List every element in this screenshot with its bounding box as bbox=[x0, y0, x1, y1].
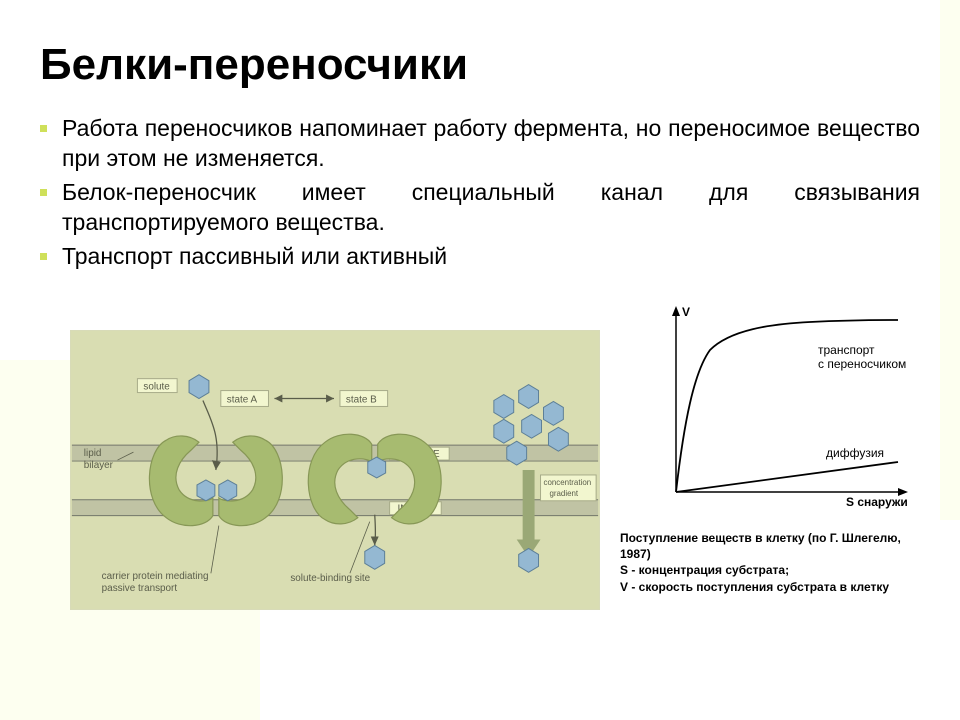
kinetics-chart: V S снаружи транспорт с переносчиком диф… bbox=[650, 302, 918, 516]
caption-line-3: V - скорость поступления субстрата в кле… bbox=[620, 579, 930, 595]
caption-line-2: S - концентрация субстрата; bbox=[620, 562, 930, 578]
carrier-caption-2: passive transport bbox=[102, 583, 178, 594]
state-a-label: state A bbox=[227, 394, 258, 405]
bg-accent-right bbox=[940, 0, 960, 520]
lipid-label: lipid bbox=[84, 448, 102, 459]
conc-grad-label-1: concentration bbox=[544, 478, 592, 487]
hex-bound-b bbox=[368, 457, 386, 478]
chart-svg: V S снаружи транспорт с переносчиком диф… bbox=[650, 302, 918, 516]
carrier-caption-1: carrier protein mediating bbox=[102, 571, 209, 582]
y-axis-label: V bbox=[682, 305, 690, 319]
carrier-protein-diagram: OUTSIDE INSIDE lipid bilayer solute stat… bbox=[70, 330, 600, 610]
hex-bound-a2 bbox=[219, 480, 237, 501]
bullet-item: Транспорт пассивный или активный bbox=[40, 242, 920, 272]
series-carrier-label-1: транспорт bbox=[818, 343, 875, 357]
page-title: Белки-переносчики bbox=[40, 40, 468, 90]
released-molecule-icon bbox=[365, 545, 385, 569]
bullet-item: Белок-переносчик имеет специальный канал… bbox=[40, 178, 920, 238]
chart-caption: Поступление веществ в клетку (по Г. Шлег… bbox=[620, 530, 930, 595]
caption-line-1: Поступление веществ в клетку (по Г. Шлег… bbox=[620, 530, 930, 562]
binding-site-label: solute-binding site bbox=[290, 573, 370, 584]
hex-bound-a1 bbox=[197, 480, 215, 501]
state-b-label: state B bbox=[346, 394, 377, 405]
bullet-item: Работа переносчиков напоминает работу фе… bbox=[40, 114, 920, 174]
bullet-list: Работа переносчиков напоминает работу фе… bbox=[40, 114, 920, 275]
series-carrier-label-2: с переносчиком bbox=[818, 357, 906, 371]
conc-grad-label-2: gradient bbox=[549, 489, 578, 498]
bilayer-label: bilayer bbox=[84, 460, 114, 471]
diagram-svg: OUTSIDE INSIDE lipid bilayer solute stat… bbox=[71, 331, 599, 609]
series-diffusion-label: диффузия bbox=[826, 446, 884, 460]
released-molecule-2-icon bbox=[519, 548, 539, 572]
x-axis-label: S снаружи bbox=[846, 495, 908, 509]
solute-molecule-icon bbox=[189, 375, 209, 399]
solute-label: solute bbox=[143, 382, 170, 393]
